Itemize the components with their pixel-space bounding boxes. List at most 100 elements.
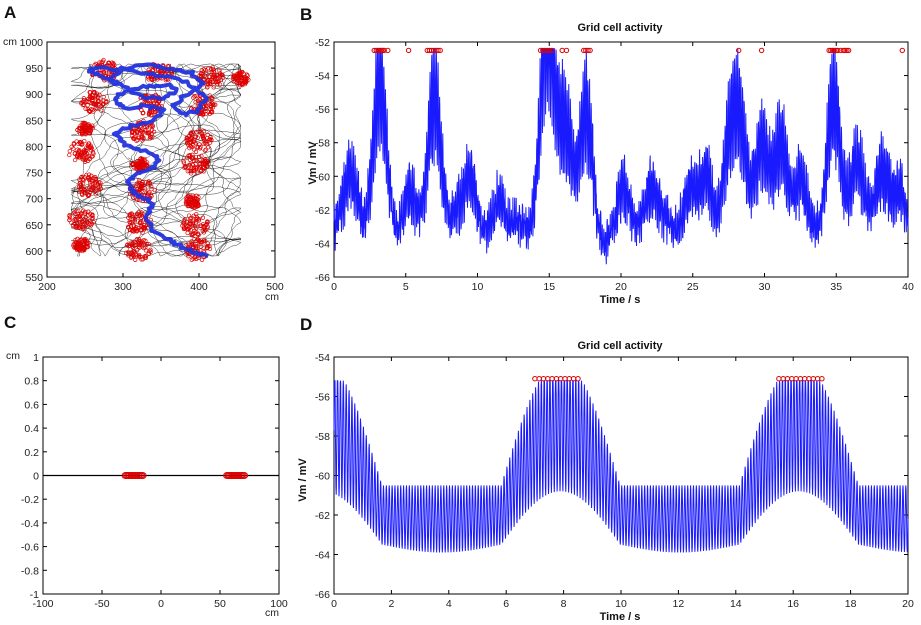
spike-field: [180, 211, 210, 238]
spike-marker: [141, 136, 146, 141]
spike-marker: [101, 70, 107, 75]
spike-marker: [845, 47, 852, 54]
spike-marker: [126, 225, 131, 230]
spike-marker: [79, 174, 84, 180]
spike-marker: [194, 199, 199, 204]
panel-c-x-tick-label: 50: [214, 598, 226, 610]
spike-marker: [150, 67, 156, 72]
spike-field: [67, 208, 96, 231]
spike-marker: [198, 223, 204, 228]
panel-d-x-tick-label: 10: [615, 598, 627, 610]
spike-marker: [239, 75, 244, 80]
spike-marker: [89, 145, 94, 151]
spike-marker: [130, 217, 135, 222]
spike-marker: [203, 147, 209, 152]
spike-marker: [143, 255, 149, 261]
spike-marker: [209, 109, 215, 115]
spike-marker: [201, 238, 206, 243]
spike-marker: [546, 47, 552, 54]
panel-b-y-tick-label: -52: [315, 37, 330, 49]
spike-marker: [385, 47, 391, 54]
spike-marker: [82, 125, 87, 130]
spike-marker: [86, 193, 91, 199]
spike-marker: [125, 224, 131, 230]
spike-marker: [187, 168, 192, 174]
spike-marker: [89, 100, 94, 106]
panel-a-y-tick-label: 800: [25, 141, 43, 153]
spike-marker: [210, 74, 216, 79]
spike-marker: [205, 220, 210, 225]
panel-b-y-tick-label: -60: [315, 171, 330, 183]
panel-b-x-tick-label: 25: [687, 281, 699, 293]
spike-marker: [106, 60, 111, 65]
spike-marker: [192, 236, 197, 242]
panel-a-y-unit: cm: [3, 36, 17, 48]
spike-marker: [144, 242, 150, 247]
spike-marker: [193, 241, 198, 247]
spike-marker: [100, 59, 105, 64]
panel-b-y-tick-label: -66: [315, 272, 330, 284]
spike-marker: [810, 376, 816, 382]
panel-b-y-tick-label: -64: [315, 238, 330, 250]
panel-b-x-tick-label: 15: [543, 281, 555, 293]
spike-marker: [163, 78, 168, 83]
spike-marker: [74, 218, 79, 223]
spike-marker: [79, 175, 84, 180]
panel-d-y-tick-label: -60: [315, 471, 330, 483]
spike-marker: [184, 197, 189, 202]
spike-marker: [232, 73, 237, 78]
panel-d-y-tick-label: -58: [315, 431, 330, 443]
spike-marker: [81, 222, 86, 228]
spike-cluster: [223, 472, 249, 479]
spike-marker: [188, 221, 193, 227]
spike-marker: [196, 217, 202, 222]
spike-marker: [203, 111, 209, 117]
spike-marker: [559, 47, 565, 54]
spike-marker: [138, 241, 143, 246]
spike-marker: [96, 98, 102, 104]
spike-marker: [146, 111, 152, 116]
spike-marker: [193, 134, 198, 139]
spike-marker: [195, 144, 201, 150]
spike-marker: [81, 96, 87, 101]
spike-marker: [82, 151, 88, 156]
spike-marker: [127, 212, 132, 218]
spike-marker: [199, 257, 205, 262]
panel-a-x-tick-label: 200: [38, 281, 56, 293]
spike-marker: [199, 244, 204, 249]
spike-marker: [405, 47, 412, 54]
panel-a-y-tick-label: 900: [25, 89, 43, 101]
spike-marker: [78, 225, 83, 230]
panel-a-x-tick-label: 400: [190, 281, 208, 293]
spike-marker: [201, 169, 206, 174]
panel-d-y-tick-label: -64: [315, 550, 330, 562]
spike-marker: [200, 135, 206, 140]
panel-a-axes-frame: [46, 41, 276, 278]
spike-marker: [193, 149, 199, 154]
spike-marker: [144, 163, 149, 168]
panel-c-y-tick-label: 0.8: [24, 376, 39, 388]
spike-marker: [797, 376, 804, 382]
spike-marker: [138, 472, 147, 479]
spike-marker: [187, 225, 192, 230]
spike-marker: [149, 194, 154, 199]
spike-marker: [88, 180, 93, 185]
spike-marker: [202, 148, 208, 153]
panel-a-y-tick-label: 750: [25, 168, 43, 180]
spike-marker: [545, 376, 551, 382]
spike-marker: [202, 158, 208, 163]
spike-marker: [79, 101, 84, 106]
panel-c-y-tick-label: 0: [33, 471, 39, 483]
spike-marker: [89, 95, 94, 101]
spike-marker: [137, 159, 142, 164]
spike-marker: [207, 140, 213, 145]
spike-marker: [189, 257, 194, 262]
spike-marker: [206, 145, 211, 150]
spike-marker: [82, 238, 88, 244]
panel-d-y-tick-label: -56: [315, 392, 330, 404]
spike-marker: [129, 254, 134, 260]
spike-marker: [220, 72, 225, 78]
spike-marker: [133, 225, 139, 230]
panel-d-letter: D: [300, 315, 312, 334]
spike-marker: [132, 217, 138, 222]
